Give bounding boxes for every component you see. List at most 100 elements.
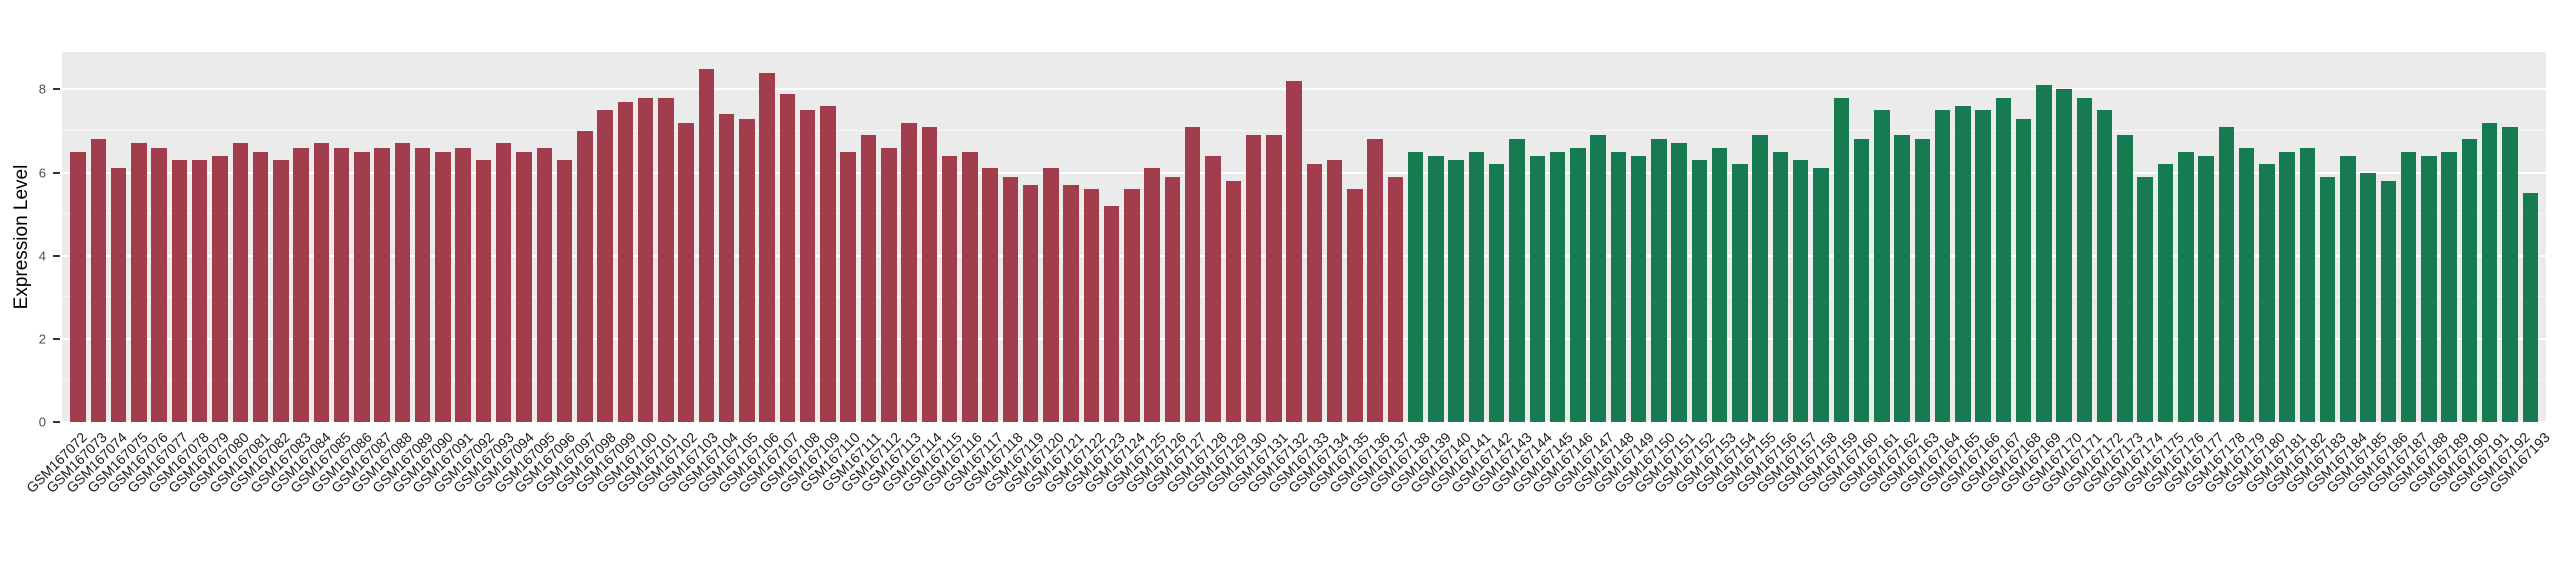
bar [637,97,654,422]
bar [2178,151,2194,422]
bar [374,147,390,422]
bar [1002,176,1019,422]
bar [1610,151,1627,422]
bar [617,101,634,422]
bar [1225,180,1242,422]
bar [151,147,167,422]
y-tick-label: 4 [38,248,46,264]
bar [1691,160,1708,422]
y-tick-mark [53,171,60,174]
bar [901,122,917,422]
bar [2238,147,2255,422]
bar [799,110,816,422]
bar [1792,160,1809,422]
bar [820,106,836,422]
bar [982,168,998,422]
bar [1529,155,1545,422]
bar [1975,110,1991,422]
gridline-minor [62,379,2546,381]
bar [354,151,370,422]
bar [1772,151,1789,422]
bar [1914,139,1931,422]
bar [2096,110,2113,422]
bar [293,147,309,422]
bar [1549,151,1566,422]
bar [1103,205,1120,422]
bar [1063,185,1079,422]
bar [2218,126,2235,422]
bar [2502,126,2518,422]
bar [718,114,735,422]
bar [1711,147,1728,422]
plot-panel [62,52,2546,423]
bar [2036,85,2052,422]
bar [2340,155,2356,422]
bar [1590,135,1606,422]
bar [495,143,512,422]
bar [2076,97,2093,422]
y-tick-mark [53,88,60,91]
bar [1144,168,1160,422]
bar [313,143,330,422]
bar [1205,155,1221,422]
bar [171,160,188,422]
y-tick-label: 0 [38,414,46,430]
bar [556,160,573,422]
y-tick-label: 2 [38,331,46,347]
bar [414,147,431,422]
y-tick-mark [53,337,60,340]
bar [1630,155,1647,422]
x-tick-cell: GSM167193 [2486,424,2553,574]
bar [2299,147,2316,422]
bar [1428,155,1444,422]
bar [2319,176,2336,422]
bar [658,97,674,422]
bar [840,151,856,422]
y-tick-label: 6 [38,165,46,181]
bar [881,147,897,422]
bar [90,139,107,422]
x-axis-labels: GSM167072 GSM167073 GSM167074 GSM167075 GSM1… [23,424,2558,574]
gridline-minor [62,213,2546,215]
gridline-major [62,88,2546,91]
bar [1326,160,1343,422]
bar [1043,168,1059,422]
bar [2117,135,2133,422]
bar [1934,110,1951,422]
bar [2380,180,2397,422]
bar [1874,110,1890,422]
bar [1245,135,1262,422]
bar [2279,151,2295,422]
y-axis: 0 2 4 6 8 [0,52,62,430]
bar [1164,176,1181,422]
bar [2198,155,2214,422]
bar [1651,139,1667,422]
bar [212,155,228,422]
bar [921,126,938,422]
bar [435,151,451,422]
bar [698,68,715,422]
y-tick-label: 8 [38,81,46,97]
bar [759,72,775,422]
bar [455,147,471,422]
bar [1022,185,1039,422]
bar [394,143,411,422]
gridline-major [62,254,2546,257]
bar [110,168,127,422]
bar [2056,89,2072,422]
bar [1083,189,1100,422]
bar [70,151,86,422]
bar [2522,193,2539,422]
bar [1509,139,1525,422]
bar [2461,139,2478,422]
bar [1955,106,1971,422]
bar [1347,189,1363,422]
bar [2137,176,2153,422]
bar [475,160,492,422]
bar [860,135,877,422]
bar [678,122,694,422]
bars-container [62,52,2546,422]
bar [1752,135,1768,422]
bar [252,151,269,422]
